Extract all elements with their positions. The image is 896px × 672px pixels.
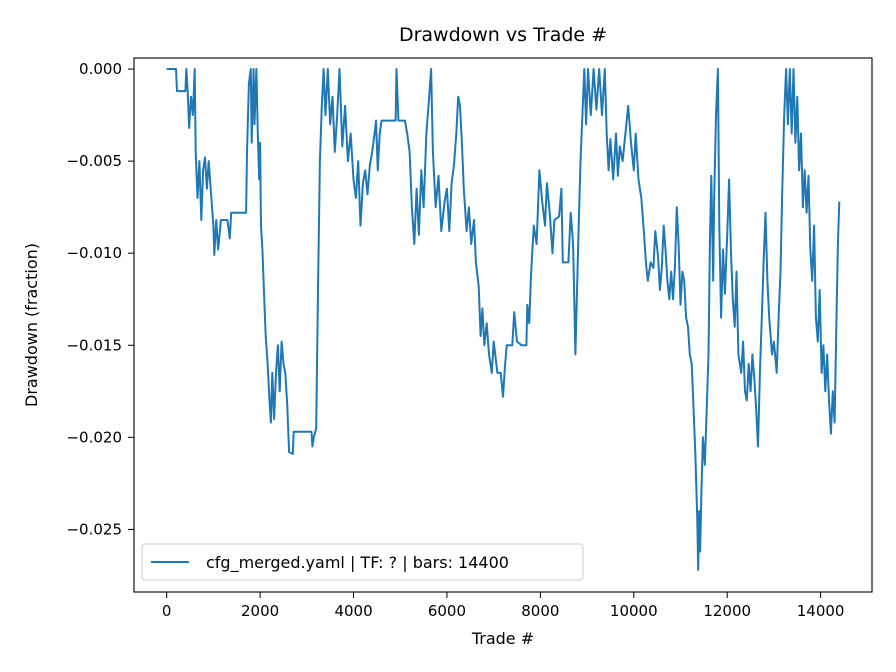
y-tick-label: −0.010 — [66, 244, 122, 262]
x-tick-label: 12000 — [703, 602, 751, 620]
y-tick-label: 0.000 — [79, 60, 122, 78]
x-axis-label: Trade # — [471, 629, 534, 648]
x-tick-label: 0 — [162, 602, 172, 620]
x-tick-label: 2000 — [241, 602, 279, 620]
y-tick-label: −0.025 — [66, 520, 122, 538]
legend: cfg_merged.yaml | TF: ? | bars: 14400 — [141, 543, 584, 581]
series-line-0 — [166, 68, 841, 571]
y-tick-label: −0.020 — [66, 428, 122, 446]
y-axis: 0.000 −0.005 −0.010 −0.015 −0.020 −0.025 — [66, 60, 134, 538]
y-axis-label: Drawdown (fraction) — [22, 243, 41, 407]
y-tick-label: −0.005 — [66, 152, 122, 170]
plot-area — [166, 68, 841, 571]
x-tick-label: 8000 — [521, 602, 559, 620]
x-tick-label: 10000 — [610, 602, 658, 620]
x-axis: 0 2000 4000 6000 8000 10000 12000 14000 — [162, 592, 845, 620]
plot-frame — [133, 57, 873, 593]
x-tick-label: 14000 — [797, 602, 845, 620]
legend-entry: cfg_merged.yaml | TF: ? | bars: 14400 — [206, 553, 509, 573]
chart-title: Drawdown vs Trade # — [399, 24, 607, 46]
x-tick-label: 4000 — [334, 602, 372, 620]
legend-box — [141, 543, 584, 581]
y-tick-label: −0.015 — [66, 336, 122, 354]
x-tick-label: 6000 — [428, 602, 466, 620]
